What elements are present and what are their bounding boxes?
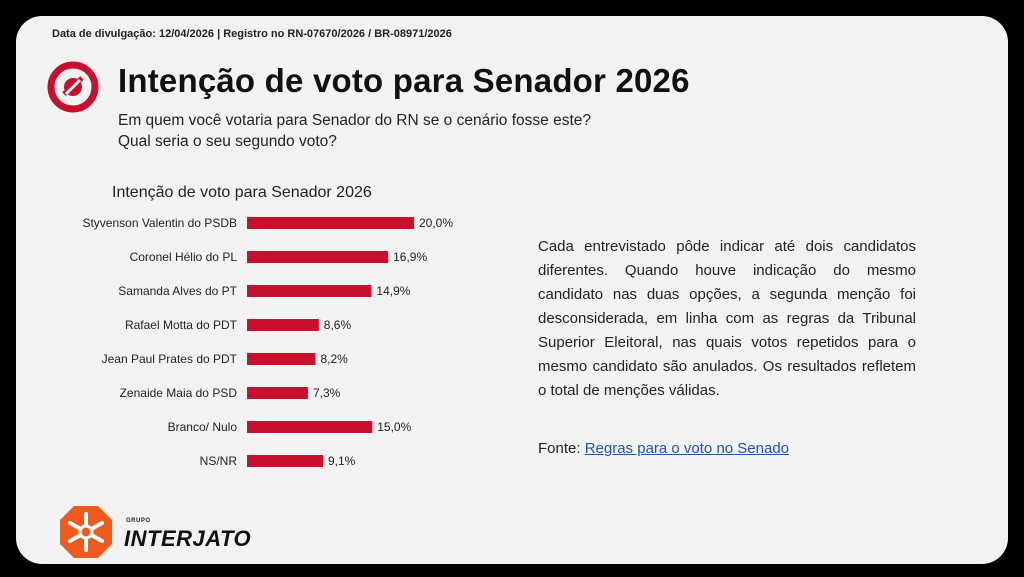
bar [247, 455, 323, 467]
value-label: 15,0% [377, 420, 411, 434]
bar [247, 285, 372, 297]
bar [247, 251, 389, 263]
bar [247, 421, 373, 433]
red-circle-logo-icon [47, 61, 99, 113]
category-label: Samanda Alves do PT [118, 284, 237, 298]
category-label: Branco/ Nulo [168, 420, 238, 434]
category-label: Jean Paul Prates do PDT [102, 352, 238, 366]
bar [247, 217, 414, 229]
bar-chart: Styvenson Valentin do PSDB 20,0% Coronel H… [82, 216, 453, 468]
source-label: Fonte: [538, 440, 581, 457]
bar [247, 387, 308, 399]
interjato-logo-icon [60, 506, 112, 558]
value-label: 16,9% [393, 250, 427, 264]
category-label: NS/NR [200, 454, 238, 468]
release-info: Data de divulgação: 12/04/2026 | Registr… [52, 28, 452, 40]
methodology-note: Cada entrevistado pôde indicar até dois … [538, 238, 916, 399]
bar [247, 353, 316, 365]
question-line-2: Qual seria o seu segundo voto? [118, 133, 337, 150]
bar [247, 319, 319, 331]
value-label: 8,2% [320, 352, 348, 366]
brand-name: INTERJATO [124, 526, 252, 551]
category-label: Styvenson Valentin do PSDB [82, 216, 237, 230]
category-label: Zenaide Maia do PSD [120, 386, 238, 400]
category-label: Coronel Hélio do PL [130, 250, 238, 264]
value-label: 8,6% [324, 318, 352, 332]
value-label: 14,9% [376, 284, 410, 298]
chart-title: Intenção de voto para Senador 2026 [112, 184, 372, 201]
source-line: Fonte: Regras para o voto no Senado [538, 440, 789, 457]
source-link[interactable]: Regras para o voto no Senado [584, 440, 790, 457]
value-label: 9,1% [328, 454, 356, 468]
question-line-1: Em quem você votaria para Senador do RN … [118, 112, 592, 129]
page-title: Intenção de voto para Senador 2026 [118, 62, 690, 99]
value-label: 7,3% [313, 386, 341, 400]
value-label: 20,0% [419, 216, 453, 230]
brand-group-label: GRUPO [126, 518, 151, 524]
category-label: Rafael Motta do PDT [125, 318, 238, 332]
survey-question: Em quem você votaria para Senador do RN … [118, 110, 591, 152]
poll-card: Data de divulgação: 12/04/2026 | Registr… [16, 16, 1008, 564]
